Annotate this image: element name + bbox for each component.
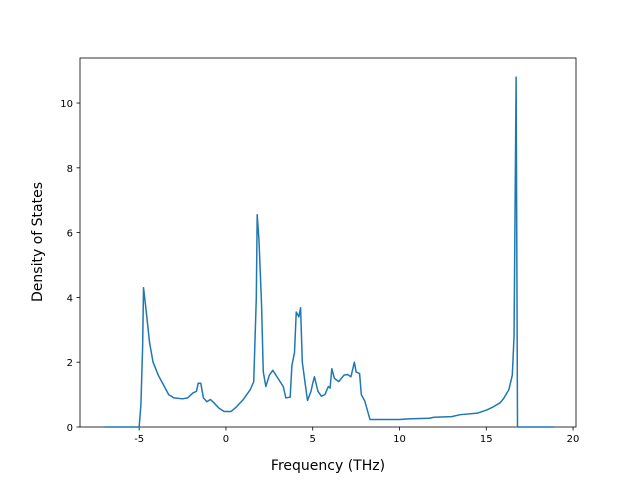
y-tick-label: 6 xyxy=(67,229,73,240)
x-tick-label: 5 xyxy=(310,434,316,445)
y-tick-label: 4 xyxy=(67,293,73,304)
y-tick-label: 2 xyxy=(67,358,73,369)
x-tick-label: 20 xyxy=(567,434,580,445)
x-tick-label: -5 xyxy=(134,434,144,445)
x-tick-label: 10 xyxy=(393,434,406,445)
y-tick-label: 10 xyxy=(60,99,73,110)
x-tick-label: 15 xyxy=(480,434,493,445)
line-series xyxy=(104,76,554,428)
y-tick-label: 8 xyxy=(67,164,73,175)
x-tick-label: 0 xyxy=(223,434,229,445)
y-axis-label: Density of States xyxy=(30,182,46,302)
x-axis-label: Frequency (THz) xyxy=(271,458,385,474)
y-tick-label: 0 xyxy=(67,423,73,434)
plot-frame xyxy=(79,57,577,428)
